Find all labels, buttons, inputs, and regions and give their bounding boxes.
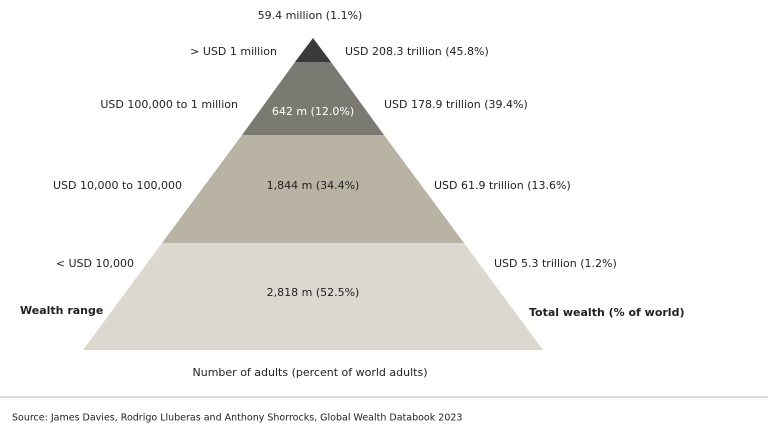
tier-2 bbox=[242, 62, 384, 135]
range-label: > USD 1 million bbox=[190, 45, 277, 58]
tier-1 bbox=[295, 38, 331, 62]
adults-label: 642 m (12.0%) bbox=[272, 105, 354, 118]
range-label: USD 10,000 to 100,000 bbox=[53, 179, 182, 192]
range-label: USD 100,000 to 1 million bbox=[100, 98, 238, 111]
tier-3 bbox=[162, 135, 464, 243]
wealth-label: USD 208.3 trillion (45.8%) bbox=[345, 45, 489, 58]
top-label: 59.4 million (1.1%) bbox=[258, 9, 363, 22]
right-heading: Total wealth (% of world) bbox=[529, 306, 684, 319]
bottom-caption: Number of adults (percent of world adult… bbox=[193, 366, 428, 379]
range-label: < USD 10,000 bbox=[56, 257, 134, 270]
left-heading: Wealth range bbox=[20, 304, 103, 317]
adults-label: 2,818 m (52.5%) bbox=[267, 286, 360, 299]
tier-4 bbox=[83, 243, 543, 350]
source: Source: James Davies, Rodrigo Lluberas a… bbox=[12, 413, 462, 424]
wealth-label: USD 5.3 trillion (1.2%) bbox=[494, 257, 617, 270]
adults-label: 1,844 m (34.4%) bbox=[267, 179, 360, 192]
wealth-label: USD 178.9 trillion (39.4%) bbox=[384, 98, 528, 111]
wealth-label: USD 61.9 trillion (13.6%) bbox=[434, 179, 571, 192]
